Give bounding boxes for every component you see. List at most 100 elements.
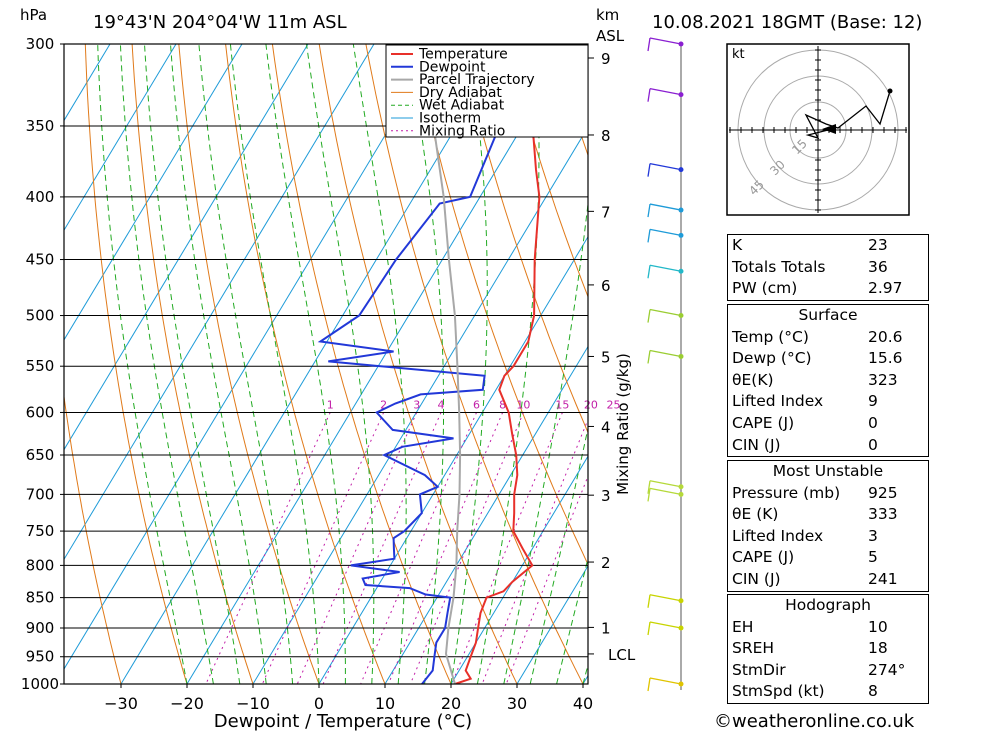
table-row: EH 10: [728, 617, 928, 639]
mixing-ratio-label: 3: [413, 398, 420, 411]
table-row: CIN (J) 0: [728, 435, 928, 457]
wind-barb-shaft: [649, 228, 682, 237]
legend-label: Dewpoint: [419, 59, 486, 75]
wind-barb-flag: [647, 621, 651, 636]
wind-barb-flag: [647, 480, 651, 494]
temperature-tick-label: 10: [375, 694, 395, 713]
row-value: 20.6: [868, 327, 903, 346]
row-label: CAPE (J): [732, 413, 795, 432]
height-tick-label: 9: [601, 50, 611, 68]
row-label: PW (cm): [732, 279, 798, 298]
wind-barb-shaft: [649, 349, 682, 358]
wind-barb-flag: [647, 37, 651, 52]
row-value: 23: [868, 236, 888, 254]
mixing-ratio-label: 2: [380, 398, 387, 411]
height-tick-label: 1: [601, 619, 611, 637]
row-value: 333: [868, 505, 898, 524]
hodograph-table: Hodograph EH 10 SREH 18 StmDir 274° StmSpd …: [727, 594, 929, 704]
wet-adiabat-line: [265, 44, 346, 684]
hodograph-trace: [804, 90, 891, 140]
wet-adiabat-line: [503, 199, 588, 684]
legend-label: Dry Adiabat: [419, 85, 502, 101]
mixing-ratio-label: 10: [516, 398, 530, 411]
mixing-ratio-label: 1: [327, 398, 334, 411]
dry-adiabat-line: [178, 44, 320, 684]
row-value: 241: [868, 569, 898, 588]
mixing-ratio-line: [322, 412, 442, 684]
dry-adiabat-line: [84, 44, 188, 684]
table-row: Dewp (°C) 15.6: [728, 348, 928, 370]
wet-adiabat-line: [306, 44, 375, 684]
hodograph-end-dot: [887, 88, 893, 94]
dry-adiabat-line: [927, 44, 1000, 710]
table-row: Totals Totals 36: [728, 257, 928, 279]
wind-profile: [647, 37, 684, 692]
wind-barb-shaft: [649, 163, 682, 171]
isotherm-line: [516, 564, 588, 684]
height-axis-unit-asl: ASL: [596, 27, 625, 45]
isotherm-line: [384, 345, 588, 684]
pressure-tick-label: 900: [26, 619, 55, 637]
row-label: Totals Totals: [732, 257, 826, 276]
wind-barb-shaft: [649, 264, 682, 272]
dry-adiabat-line: [64, 392, 122, 684]
profile-series: [317, 44, 541, 684]
wind-barb-flag: [647, 594, 651, 608]
row-label: Lifted Index: [732, 392, 824, 411]
dry-adiabat-line: [505, 44, 588, 299]
row-label: CIN (J): [732, 435, 781, 454]
row-label: Temp (°C): [732, 327, 809, 346]
pressure-axis-unit: hPa: [20, 6, 48, 24]
row-value: 2.97: [868, 279, 903, 298]
row-label: Pressure (mb): [732, 483, 841, 502]
row-label: Lifted Index: [732, 526, 824, 545]
isotherm-line: [318, 235, 588, 684]
height-tick-label: 6: [601, 277, 611, 295]
row-value: 925: [868, 483, 898, 502]
table-row: CIN (J) 241: [728, 569, 928, 591]
wind-barb-flag: [647, 350, 651, 364]
table-row: Pressure (mb) 925: [728, 483, 928, 505]
series-dewpoint: [317, 44, 530, 684]
dry-adiabat-line: [225, 44, 386, 684]
pressure-tick-label: 500: [26, 307, 55, 325]
datetime-label: 10.08.2021 18GMT (Base: 12): [652, 12, 923, 33]
pressure-tick-label: 450: [26, 251, 55, 269]
lcl-label: LCL: [608, 646, 636, 664]
pressure-tick-label: 600: [26, 403, 55, 421]
height-tick-label: 8: [601, 127, 611, 145]
temperature-tick-label: 0: [314, 694, 324, 713]
isotherm-line: [64, 44, 111, 122]
height-tick-labels: 1 2 3 4 5 6 7 8 9 LCL: [588, 50, 636, 664]
hodograph-unit-label: kt: [732, 47, 745, 62]
table-row: StmSpd (kt) 8: [728, 681, 928, 703]
mixing-ratio-line: [360, 412, 477, 684]
legend-label: Wet Adiabat: [419, 98, 505, 114]
wet-adiabat-line: [97, 44, 188, 684]
row-label: StmSpd (kt): [732, 682, 825, 701]
storm-motion-arrow: [822, 124, 836, 134]
wind-barb-shaft: [649, 203, 682, 211]
row-label: CIN (J): [732, 569, 781, 588]
row-label: Dewp (°C): [732, 349, 812, 368]
most-unstable-table-title: Most Unstable: [772, 462, 884, 480]
pressure-tick-label: 750: [26, 522, 55, 540]
wind-barb-shaft: [649, 594, 682, 602]
mixing-ratio-line: [505, 474, 588, 684]
mixing-ratio-line: [296, 412, 418, 684]
dry-adiabat-line: [271, 44, 452, 684]
height-tick-label: 2: [601, 554, 611, 572]
isotherm-line: [64, 44, 177, 232]
wet-adiabat-line: [198, 44, 294, 684]
x-axis-title: Dewpoint / Temperature (°C): [214, 711, 472, 732]
table-row: Lifted Index 3: [728, 526, 928, 548]
mixing-ratio-line: [205, 412, 331, 684]
table-row: SREH 18: [728, 638, 928, 660]
dry-adiabat-line: [974, 44, 1000, 710]
legend-label: Parcel Trajectory: [419, 72, 535, 88]
temperature-tick-labels: −30 −20 −10 0 10 20 30 40: [104, 684, 593, 713]
wet-adiabat-line: [144, 44, 241, 684]
pressure-tick-label: 400: [26, 188, 55, 206]
row-value: 15.6: [868, 349, 903, 368]
